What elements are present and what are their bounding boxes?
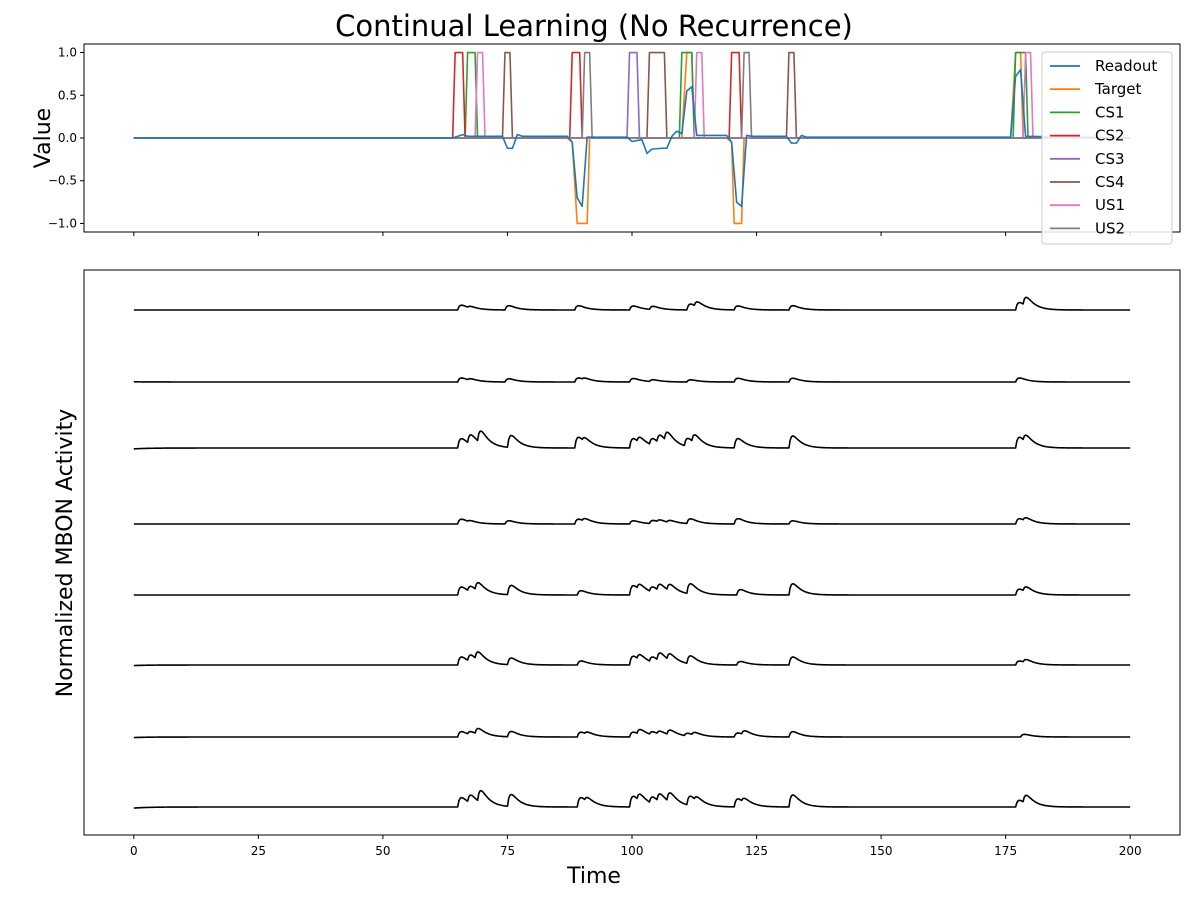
mbon-trace-1 (133, 296, 1131, 311)
series-line-cs3 (133, 51, 1131, 139)
bottom-x-tick-label: 25 (251, 844, 266, 858)
chart-title: Continual Learning (No Recurrence) (335, 9, 853, 43)
bottom-x-tick-label: 150 (870, 844, 893, 858)
bottom-panel: 0 25 50 75 100 125 150 175 200 Time Normalized M… (53, 269, 1181, 889)
legend: Readout Target CS1 CS2 CS3 CS4 US1 US2 (1041, 51, 1173, 245)
series-line-cs2 (133, 51, 1131, 139)
bottom-x-tick-label: 75 (500, 844, 515, 858)
legend-label-target: Target (1094, 80, 1142, 98)
top-series-group (133, 51, 1131, 225)
mbon-trace-8 (133, 789, 1131, 809)
bottom-x-tick-label: 50 (375, 844, 390, 858)
mbon-trace-3 (133, 430, 1131, 450)
top-y-label: Value (31, 108, 56, 168)
series-line-readout (133, 68, 1131, 208)
legend-label-us1: US1 (1095, 196, 1125, 214)
legend-label-cs1: CS1 (1095, 103, 1125, 121)
legend-box (1041, 51, 1173, 245)
series-line-us1 (133, 51, 1131, 139)
bottom-x-ticks: 0 25 50 75 100 125 150 175 200 (130, 835, 1142, 858)
bottom-x-label: Time (566, 864, 621, 889)
bottom-x-tick-label: 175 (994, 844, 1017, 858)
bottom-x-tick-label: 0 (130, 844, 138, 858)
bottom-y-label: Normalized MBON Activity (53, 409, 78, 697)
top-y-tick-label: −1.0 (48, 216, 77, 230)
legend-label-us2: US2 (1095, 219, 1125, 237)
bottom-series-group (133, 296, 1131, 809)
top-y-tick-label: 0.5 (58, 88, 77, 102)
legend-label-cs3: CS3 (1095, 150, 1125, 168)
top-y-tick-label: 0.0 (58, 131, 77, 145)
series-line-cs4 (133, 51, 1131, 139)
mbon-trace-4 (133, 516, 1131, 525)
series-line-us2 (133, 51, 1131, 139)
bottom-x-tick-label: 100 (621, 844, 644, 858)
bottom-x-tick-label: 200 (1119, 844, 1142, 858)
legend-label-cs2: CS2 (1095, 127, 1125, 145)
series-line-cs1 (133, 51, 1131, 139)
top-y-tick-label: 1.0 (58, 46, 77, 60)
mbon-trace-6 (133, 651, 1131, 667)
top-y-tick-label: −0.5 (48, 174, 77, 188)
legend-label-cs4: CS4 (1095, 173, 1125, 191)
top-panel: 1.0 0.5 0.0 −0.5 −1.0 Value Readout Target CS1… (31, 43, 1181, 245)
bottom-axes-frame (83, 269, 1181, 836)
mbon-trace-7 (133, 727, 1131, 739)
top-y-ticks: 1.0 0.5 0.0 −0.5 −1.0 (48, 46, 84, 230)
mbon-trace-5 (133, 581, 1131, 596)
top-x-ticks (133, 232, 1131, 236)
bottom-x-tick-label: 125 (745, 844, 768, 858)
legend-label-readout: Readout (1095, 57, 1157, 75)
mbon-trace-2 (133, 377, 1131, 383)
